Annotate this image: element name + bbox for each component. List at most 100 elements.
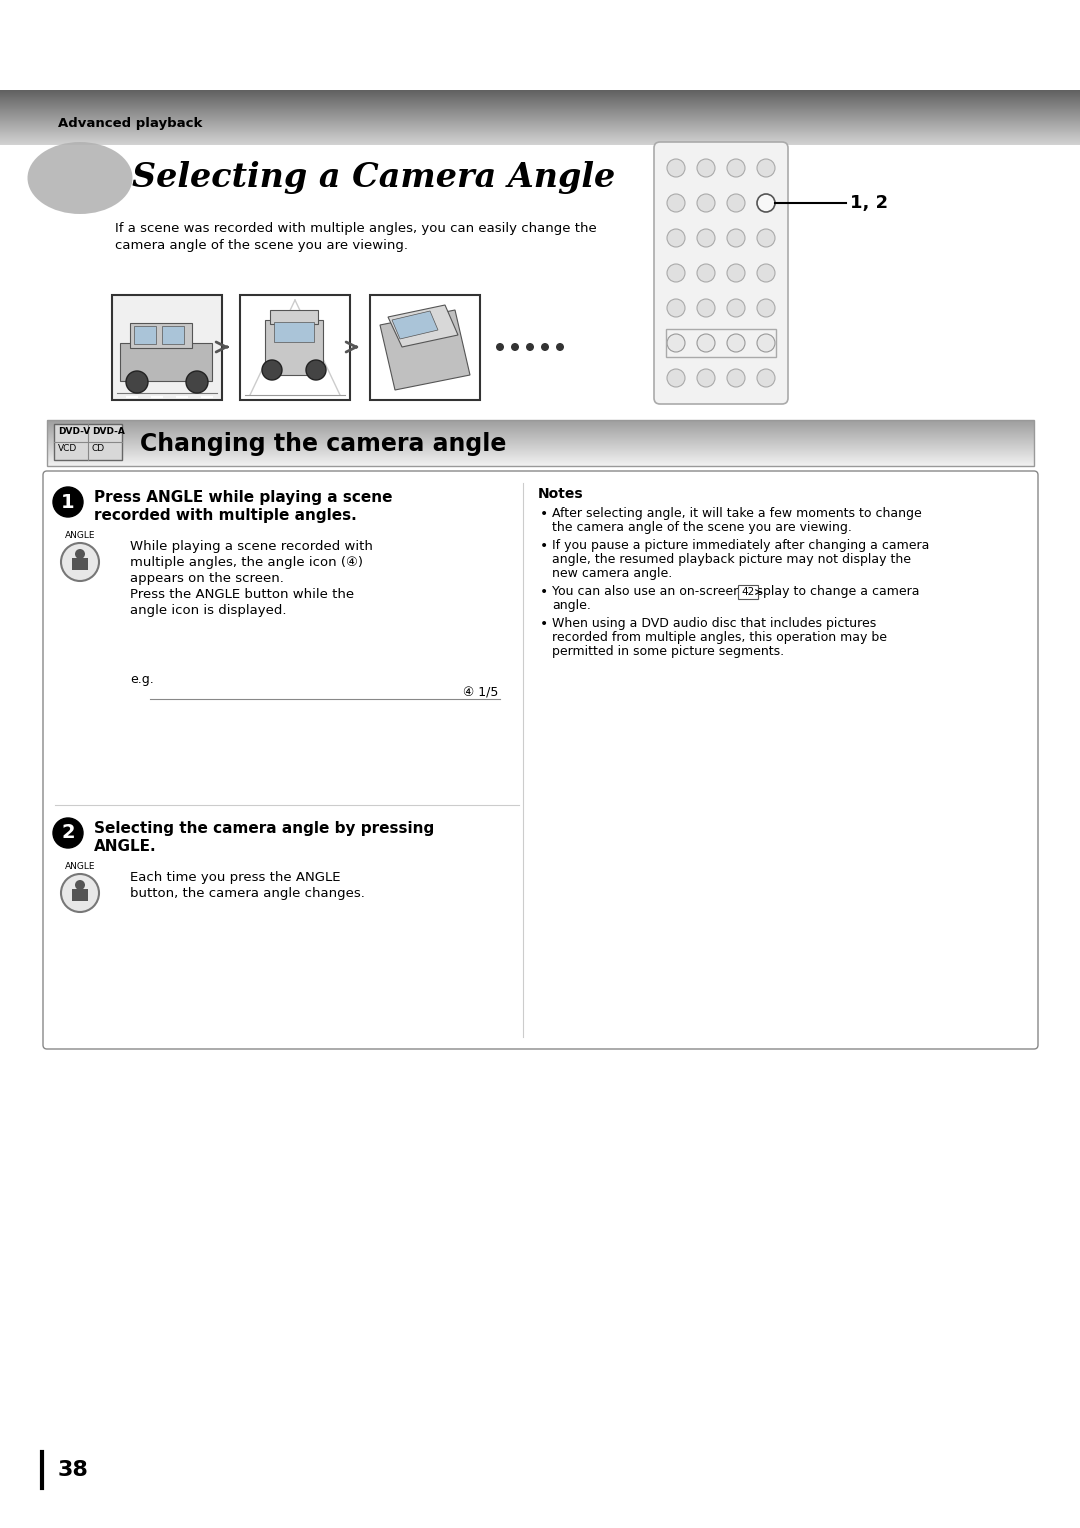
Text: recorded with multiple angles.: recorded with multiple angles. (94, 507, 356, 523)
Text: VCD: VCD (58, 445, 78, 452)
Circle shape (697, 194, 715, 212)
Circle shape (75, 549, 85, 559)
Circle shape (186, 371, 208, 393)
Circle shape (541, 342, 549, 351)
Bar (240, 295, 350, 400)
Circle shape (697, 368, 715, 387)
Text: angle.: angle. (552, 599, 591, 613)
Text: When using a DVD audio disc that includes pictures: When using a DVD audio disc that include… (552, 617, 876, 630)
Circle shape (697, 264, 715, 283)
Text: e.g.: e.g. (130, 672, 153, 686)
Text: 1, 2: 1, 2 (850, 194, 888, 212)
Text: new camera angle.: new camera angle. (552, 567, 672, 581)
Text: Selecting a Camera Angle: Selecting a Camera Angle (132, 162, 616, 194)
Bar (370, 295, 480, 400)
Bar (72, 558, 87, 570)
Text: ANGLE: ANGLE (65, 532, 95, 539)
Circle shape (75, 880, 85, 889)
Circle shape (697, 229, 715, 248)
Text: angle, the resumed playback picture may not display the: angle, the resumed playback picture may … (552, 553, 912, 565)
Text: If you pause a picture immediately after changing a camera: If you pause a picture immediately after… (552, 539, 930, 552)
Circle shape (727, 335, 745, 351)
Text: Press ANGLE while playing a scene: Press ANGLE while playing a scene (94, 490, 392, 504)
Circle shape (757, 335, 775, 351)
Circle shape (667, 264, 685, 283)
Circle shape (697, 299, 715, 316)
Bar (72, 889, 87, 902)
Text: 42: 42 (741, 587, 755, 597)
Text: 38: 38 (58, 1459, 89, 1481)
Text: angle icon is displayed.: angle icon is displayed. (130, 604, 286, 617)
Bar (274, 322, 314, 342)
Text: ④ 1/5: ④ 1/5 (462, 688, 498, 700)
Circle shape (727, 229, 745, 248)
Bar (162, 325, 184, 344)
Circle shape (727, 194, 745, 212)
Text: After selecting angle, it will take a few moments to change: After selecting angle, it will take a fe… (552, 507, 921, 520)
Bar (738, 585, 758, 599)
Circle shape (757, 299, 775, 316)
Bar (54, 423, 122, 460)
Bar (134, 325, 156, 344)
Bar (666, 329, 777, 358)
Text: appears on the screen.: appears on the screen. (130, 571, 284, 585)
Circle shape (727, 299, 745, 316)
Bar (48, 420, 1034, 466)
Circle shape (697, 335, 715, 351)
Text: ANGLE.: ANGLE. (94, 839, 157, 854)
Bar (270, 310, 318, 324)
Text: You can also use an on-screen display to change a camera: You can also use an on-screen display to… (552, 585, 919, 597)
Text: button, the camera angle changes.: button, the camera angle changes. (130, 886, 365, 900)
Circle shape (667, 229, 685, 248)
Polygon shape (392, 312, 438, 339)
Circle shape (667, 368, 685, 387)
Circle shape (511, 342, 519, 351)
Text: •: • (540, 585, 549, 599)
Text: DVD-A: DVD-A (92, 426, 125, 435)
Text: permitted in some picture segments.: permitted in some picture segments. (552, 645, 784, 659)
Circle shape (556, 342, 564, 351)
Text: Notes: Notes (538, 487, 583, 501)
Bar (112, 295, 222, 400)
Bar (120, 342, 212, 380)
Circle shape (306, 361, 326, 380)
Circle shape (757, 264, 775, 283)
Circle shape (757, 159, 775, 177)
Text: CD: CD (92, 445, 105, 452)
Text: •: • (540, 507, 549, 521)
Circle shape (526, 342, 534, 351)
Circle shape (727, 159, 745, 177)
Text: While playing a scene recorded with: While playing a scene recorded with (130, 539, 373, 553)
Circle shape (60, 874, 99, 912)
Text: •: • (540, 539, 549, 553)
Circle shape (53, 487, 83, 516)
Text: 1: 1 (62, 492, 75, 512)
Circle shape (262, 361, 282, 380)
Text: recorded from multiple angles, this operation may be: recorded from multiple angles, this oper… (552, 631, 887, 643)
Bar (130, 322, 192, 348)
Circle shape (667, 194, 685, 212)
Circle shape (496, 342, 504, 351)
FancyBboxPatch shape (43, 471, 1038, 1050)
Circle shape (757, 229, 775, 248)
Text: Press the ANGLE button while the: Press the ANGLE button while the (130, 588, 354, 601)
Circle shape (667, 335, 685, 351)
Polygon shape (388, 306, 458, 347)
Circle shape (667, 299, 685, 316)
Text: •: • (540, 617, 549, 631)
Circle shape (757, 368, 775, 387)
Text: the camera angle of the scene you are viewing.: the camera angle of the scene you are vi… (552, 521, 852, 533)
Circle shape (757, 194, 775, 212)
Ellipse shape (27, 142, 133, 214)
Circle shape (697, 159, 715, 177)
Text: 2: 2 (62, 824, 75, 842)
Circle shape (60, 542, 99, 581)
Text: camera angle of the scene you are viewing.: camera angle of the scene you are viewin… (114, 238, 408, 252)
Circle shape (727, 264, 745, 283)
Text: Advanced playback: Advanced playback (58, 118, 202, 130)
Circle shape (53, 817, 83, 848)
FancyBboxPatch shape (654, 142, 788, 403)
Text: DVD-V: DVD-V (58, 426, 91, 435)
Polygon shape (380, 310, 470, 390)
Text: Changing the camera angle: Changing the camera angle (140, 432, 507, 455)
